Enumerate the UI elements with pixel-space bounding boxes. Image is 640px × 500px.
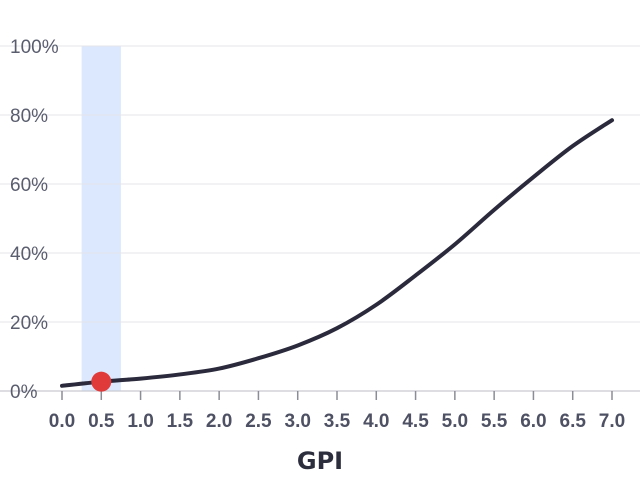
x-tick-label: 2.5 (245, 411, 272, 432)
x-tick-label: 3.5 (324, 411, 351, 432)
series-layer (60, 118, 614, 388)
x-tick-label: 6.5 (560, 411, 587, 432)
y-tick-label: 0% (10, 382, 38, 403)
y-tick-label: 100% (10, 37, 59, 58)
x-tick-label: 7.0 (599, 411, 625, 432)
highlight-marker-point[interactable] (91, 371, 112, 392)
marker-layer (91, 371, 112, 392)
y-axis-ticks: 0% 20% 40% 60% 80% 100% (10, 37, 59, 403)
x-tick-label: 1.0 (127, 411, 153, 432)
y-tick-label: 20% (10, 313, 48, 334)
x-tick-label: 0.5 (88, 411, 115, 432)
x-tick-label: 4.0 (363, 411, 389, 432)
x-tick-label: 0.0 (49, 411, 75, 432)
highlight-band-layer (81, 46, 121, 391)
x-tick-label: 4.5 (402, 411, 429, 432)
series-line (60, 118, 614, 388)
y-tick-label: 40% (10, 244, 48, 265)
highlight-band (81, 46, 121, 391)
x-axis-ticks: 0.0 0.5 1.0 1.5 2.0 2.5 3.0 3.5 4.0 4.5 5.0 5.5 6.0 6… (49, 391, 625, 432)
x-tick-label: 3.0 (285, 411, 311, 432)
y-tick-label: 60% (10, 175, 48, 196)
x-tick-label: 1.5 (167, 411, 194, 432)
x-tick-label: 2.0 (206, 411, 232, 432)
x-axis-label: GPI (297, 447, 343, 475)
x-tick-label: 6.0 (520, 411, 546, 432)
x-tick-label: 5.0 (442, 411, 468, 432)
x-tick-label: 5.5 (481, 411, 508, 432)
y-tick-label: 80% (10, 106, 48, 127)
